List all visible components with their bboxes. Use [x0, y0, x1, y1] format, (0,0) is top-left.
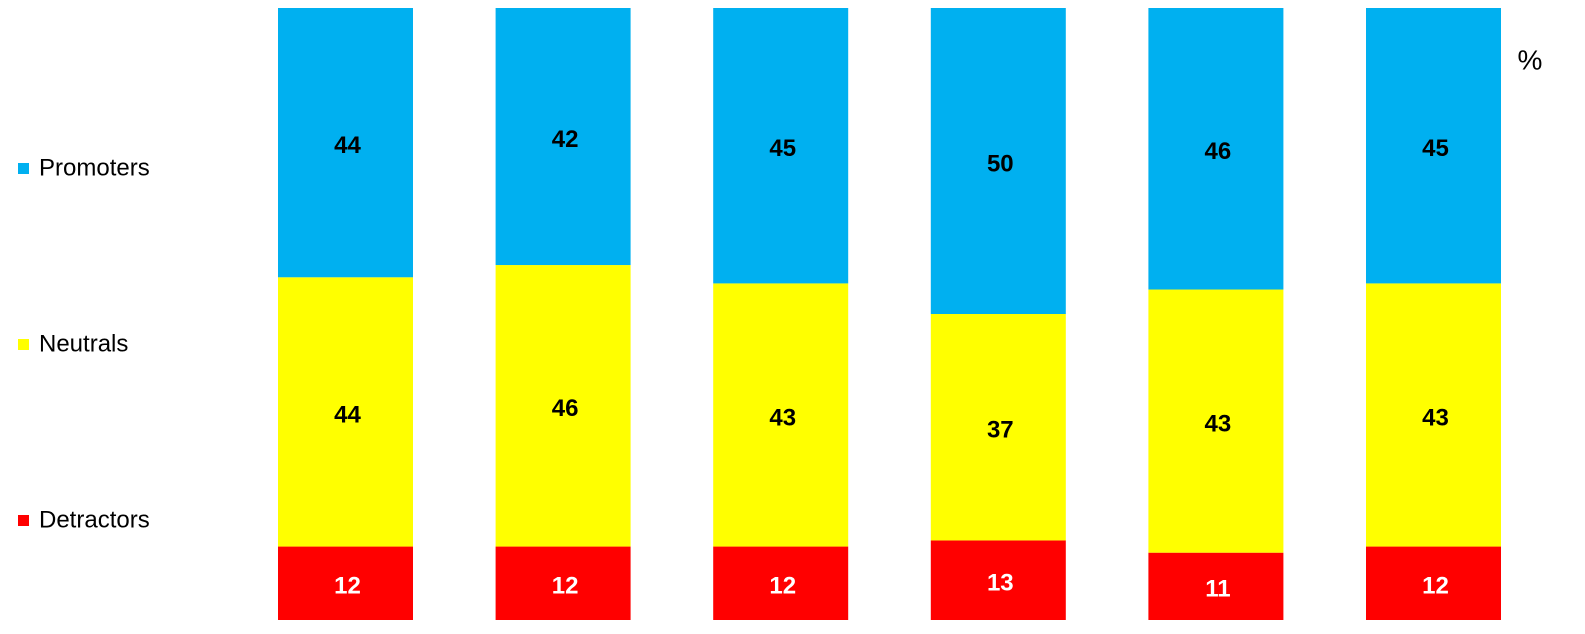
bar-segment [713, 8, 849, 284]
data-label: 12 [334, 573, 361, 600]
bar-segment [930, 8, 1066, 314]
bar-segment [1148, 552, 1284, 620]
data-label: 13 [987, 570, 1014, 597]
data-label: 50 [987, 150, 1014, 177]
data-label: 45 [1422, 135, 1449, 162]
legend-label: Promoters [39, 154, 150, 181]
bar-segment [495, 8, 631, 266]
bar-segment [278, 546, 413, 620]
bar-segment [713, 283, 849, 547]
bar-segment [495, 546, 631, 620]
data-label: 44 [334, 401, 361, 428]
unit-label: % [1518, 44, 1543, 75]
data-label: 45 [769, 135, 796, 162]
data-label: 46 [1205, 138, 1232, 165]
data-label: 12 [552, 573, 579, 600]
legend-label: Detractors [39, 506, 150, 533]
data-label: 44 [334, 132, 361, 159]
bar-segment [1366, 283, 1501, 547]
legend-swatch [18, 339, 29, 350]
legend-swatch [18, 163, 29, 174]
legend-swatch [18, 515, 29, 526]
bar-segment [1366, 8, 1501, 284]
bar-segment [278, 277, 413, 547]
bar-segment [1366, 546, 1501, 620]
data-label: 46 [552, 395, 579, 422]
legend-label: Neutrals [39, 330, 128, 357]
data-label: 43 [769, 404, 796, 431]
data-label: 12 [769, 573, 796, 600]
data-label: 37 [987, 417, 1014, 444]
bar-segment [278, 8, 413, 278]
data-label: 12 [1422, 573, 1449, 600]
bar-segment [930, 540, 1066, 620]
bar-segment [1148, 289, 1284, 553]
bar-segment [713, 546, 849, 620]
bar-segment [930, 314, 1066, 541]
data-label: 43 [1205, 410, 1232, 437]
data-label: 43 [1422, 404, 1449, 431]
bar-segment [495, 265, 631, 547]
data-label: 11 [1205, 576, 1230, 603]
data-label: 42 [552, 126, 579, 153]
bar-segment [1148, 8, 1284, 290]
